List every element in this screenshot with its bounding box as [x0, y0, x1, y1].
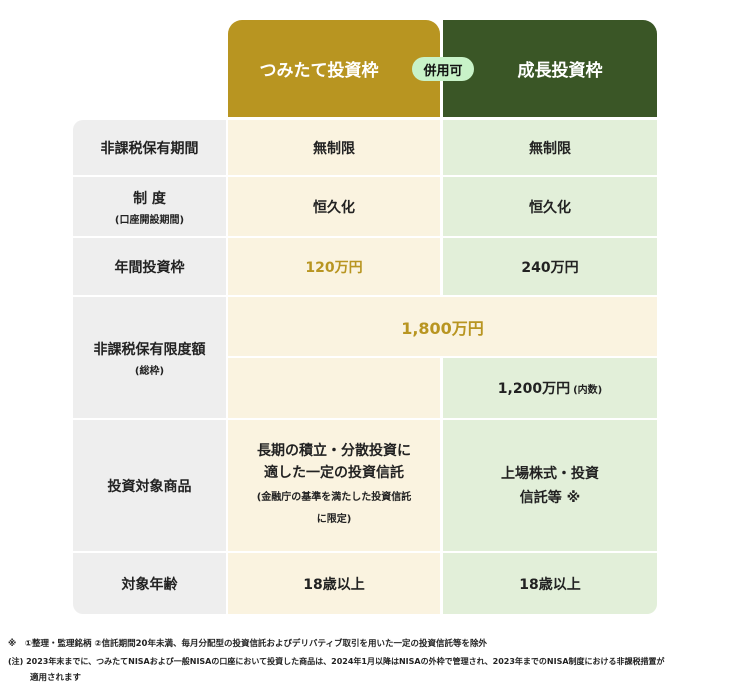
row-label: 年間投資枠	[73, 238, 226, 295]
row-label: 制 度 (口座開設期間)	[73, 177, 226, 236]
cell: 長期の積立・分散投資に適した一定の投資信託 (金融庁の基準を満たした投資信託に限定…	[228, 420, 440, 551]
cell: 240万円	[443, 238, 657, 295]
label-sub: (口座開設期間)	[114, 214, 185, 226]
cell-text: 長期の積立・分散投資に適した一定の投資信託	[257, 443, 411, 481]
cell: 1,200万円 (内数)	[443, 358, 657, 418]
cell: 上場株式・投資信託等 ※	[443, 420, 657, 551]
footnote: (注) 2023年末までに、つみたてNISAおよび一般NISAの口座において投資…	[8, 657, 665, 666]
cell: 18歳以上	[228, 553, 440, 614]
shared-cell: 1,800万円	[228, 297, 657, 356]
footnote: ※ ①整理・監理銘柄 ②信託期間20年未満、毎月分配型の投資信託およびデリバティ…	[8, 639, 487, 649]
cell: 恒久化	[443, 177, 657, 236]
label-text: 非課税保有限度額	[93, 341, 206, 358]
row-label: 対象年齢	[73, 553, 226, 614]
combinable-badge: 併用可	[412, 57, 474, 81]
cell: 無制限	[228, 120, 440, 175]
cell-sub: (内数)	[573, 384, 603, 396]
cell	[228, 358, 440, 418]
header-seicho: 成長投資枠	[443, 20, 657, 117]
row-label: 投資対象商品	[73, 420, 226, 551]
header-seicho-label: 成長投資枠	[517, 61, 603, 81]
header-tsumitate-label: つみたて投資枠	[259, 61, 379, 81]
footnote: 適用されます	[30, 673, 82, 683]
cell-text: 1,200万円	[497, 381, 571, 397]
label-sub: (総枠)	[134, 365, 165, 377]
cell: 恒久化	[228, 177, 440, 236]
cell-sub: (金融庁の基準を満たした投資信託に限定)	[256, 492, 412, 525]
cell: 120万円	[228, 238, 440, 295]
row-label: 非課税保有期間	[73, 120, 226, 175]
row-label: 非課税保有限度額 (総枠)	[73, 297, 226, 418]
label-text: 制 度	[133, 190, 166, 207]
cell: 18歳以上	[443, 553, 657, 614]
cell: 無制限	[443, 120, 657, 175]
header-tsumitate: つみたて投資枠	[228, 20, 440, 117]
